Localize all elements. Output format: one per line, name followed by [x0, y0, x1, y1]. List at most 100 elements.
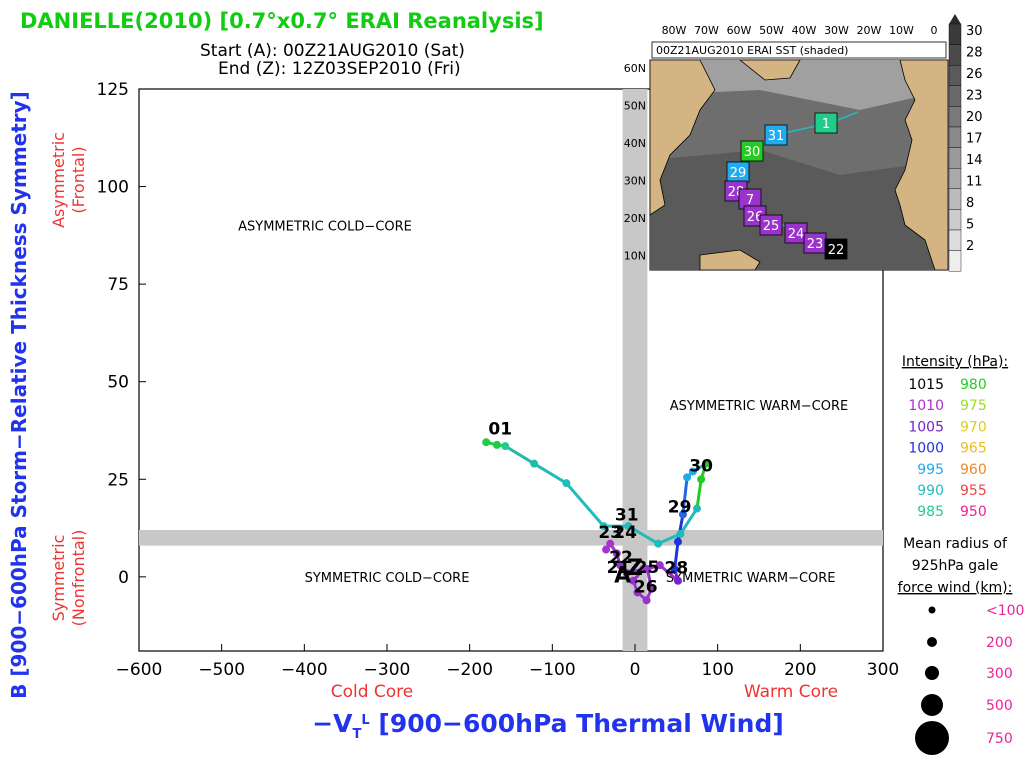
- x-tick-label: −500: [198, 660, 245, 680]
- colorbar-label: 17: [966, 132, 983, 147]
- track-point: [688, 467, 697, 476]
- inset-lon-labels: 80W 70W 60W 50W 40W 30W 20W 10W 0: [662, 24, 938, 37]
- day-label: 22: [609, 548, 633, 568]
- track-point: [562, 479, 571, 488]
- track-point: [654, 539, 663, 548]
- day-label: 23: [598, 523, 622, 543]
- track-point: [697, 475, 706, 484]
- intensity-value: 1015: [908, 377, 944, 393]
- track-point: [693, 504, 701, 513]
- inset-lat-label: 50N: [624, 100, 646, 113]
- inset-track-box: [759, 214, 783, 236]
- y-sublabel-sym-1: Symmetric: [49, 535, 68, 622]
- track-point: [702, 459, 711, 468]
- colorbar-cell: [948, 147, 962, 169]
- quadrant-label: SYMMETRIC COLD−CORE: [305, 571, 470, 586]
- colorbar-label: 28: [966, 46, 983, 61]
- x-tick-label: −200: [446, 660, 493, 680]
- inset-lat-label: 40N: [624, 137, 646, 150]
- colorbar-cell: [948, 209, 962, 231]
- zero-bands: [139, 89, 883, 651]
- inset-track-box-label: 23: [807, 237, 824, 252]
- colorbar-label: 8: [966, 196, 974, 211]
- track-point: [655, 561, 664, 570]
- end-time: End (Z): 12Z03SEP2010 (Fri): [218, 59, 461, 79]
- inset-track-box-label: 25: [763, 219, 780, 234]
- inset-lon-label: 80W: [662, 24, 687, 37]
- x-tick-label: 0: [630, 660, 641, 680]
- track-point: [492, 440, 501, 449]
- axis-ticks: −600 −500 −400 −300 −200 −100 0 100 200 300 0 25 50 7…: [97, 80, 900, 680]
- track-point: [673, 537, 682, 546]
- track-point: [678, 510, 687, 519]
- y-tick-label: 25: [107, 470, 129, 490]
- inset-lon-label: 10W: [889, 24, 914, 37]
- track-segment: [656, 532, 682, 546]
- colorbar-cell: [948, 250, 962, 272]
- intensity-value: 985: [917, 504, 944, 520]
- inset-track-box-label: 29: [730, 166, 747, 181]
- track-segment: [564, 481, 606, 528]
- x-tick-label: −300: [364, 660, 411, 680]
- x-tick-label: 100: [701, 660, 733, 680]
- inset-land-north-america: [649, 59, 716, 216]
- track-point: [633, 588, 642, 597]
- colorbar-label: 26: [966, 67, 983, 82]
- radius-title: force wind (km):: [898, 580, 1013, 596]
- y-sublabel-asym-2: (Frontal): [69, 146, 88, 213]
- intensity-value: 955: [960, 483, 987, 499]
- radius-value: <100: [986, 603, 1024, 619]
- day-label: 24: [613, 523, 637, 543]
- colorbar-cell: [948, 64, 962, 86]
- x-tick-label: 200: [784, 660, 816, 680]
- inset-track-box: [740, 140, 764, 162]
- radius-value: 500: [986, 698, 1013, 714]
- x-tick-label: −400: [281, 660, 328, 680]
- day-label: 30: [689, 456, 713, 476]
- inset-track-box: [824, 238, 848, 260]
- track-segment: [503, 444, 536, 466]
- track-point: [639, 565, 648, 574]
- radius-marker: [925, 666, 939, 680]
- inset-lon-label: 0: [931, 24, 938, 37]
- track-point: [622, 568, 631, 577]
- colorbar-label: 20: [966, 110, 983, 125]
- day-label: 01: [488, 419, 512, 439]
- radius-marker: [928, 606, 936, 614]
- x-sublabel-cold: Cold Core: [331, 682, 414, 702]
- inset-lon-label: 60W: [727, 24, 752, 37]
- y-tick-label: 100: [97, 178, 129, 198]
- inset-lat-labels: 60N 50N 40N 30N 20N 10N: [624, 62, 646, 263]
- radius-title: Mean radius of: [903, 536, 1008, 552]
- track-point: [642, 596, 651, 605]
- track-segment: [678, 507, 699, 536]
- colorbar-label: 11: [966, 175, 983, 190]
- track-point: [670, 565, 679, 574]
- day-label: 31: [615, 505, 639, 525]
- track-point: [673, 576, 682, 585]
- track-point: [599, 522, 608, 531]
- inset-ocean-warm: [650, 150, 948, 270]
- track-segment: [695, 477, 703, 511]
- zero-band-vertical: [622, 89, 648, 651]
- day-label: 26: [634, 577, 658, 597]
- track-segment: [626, 524, 660, 546]
- inset-lon-label: 30W: [824, 24, 849, 37]
- colorbar-label: 30: [966, 24, 983, 39]
- inset-track-box-label: 31: [768, 129, 785, 144]
- track-segment: [681, 475, 689, 516]
- inset-title-box: [651, 41, 947, 59]
- inset-land-europe-africa: [894, 59, 949, 271]
- inset-track-box-label: 24: [788, 227, 805, 242]
- intensity-value: 990: [917, 483, 944, 499]
- start-time: Start (A): 00Z21AUG2010 (Sat): [200, 41, 465, 61]
- y-sublabel-sym-2: (Nonfrontal): [69, 530, 88, 627]
- intensity-value: 1005: [908, 419, 944, 435]
- intensity-value: 950: [960, 504, 987, 520]
- end-marker: Z: [627, 556, 643, 581]
- track-point: [606, 539, 615, 548]
- sst-colorbar: 30 28 26 23 20 17 14 11 8 5 2: [948, 14, 983, 272]
